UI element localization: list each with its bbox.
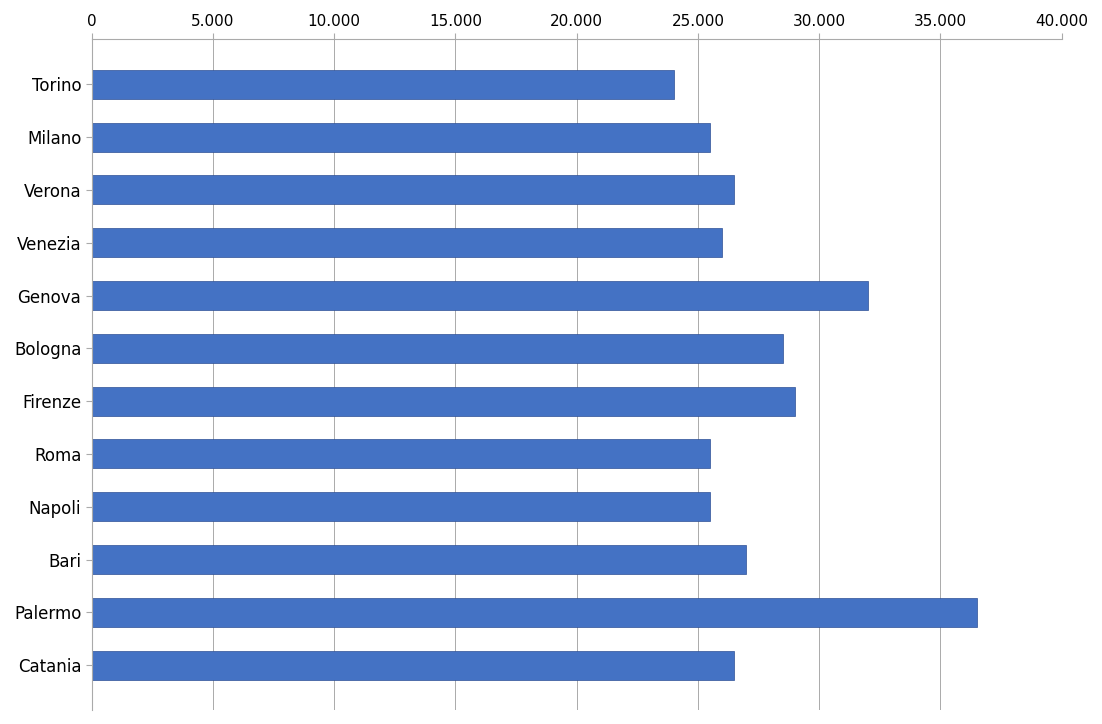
Bar (91, 387, 795, 416)
Bar (91, 70, 673, 99)
Bar (91, 228, 722, 257)
Bar (91, 545, 746, 574)
Bar (91, 281, 867, 310)
Bar (91, 122, 710, 151)
Bar (91, 334, 782, 363)
Bar (91, 651, 734, 680)
Bar (91, 175, 734, 204)
Bar (91, 492, 710, 521)
Bar (91, 439, 710, 468)
Bar (91, 598, 976, 627)
